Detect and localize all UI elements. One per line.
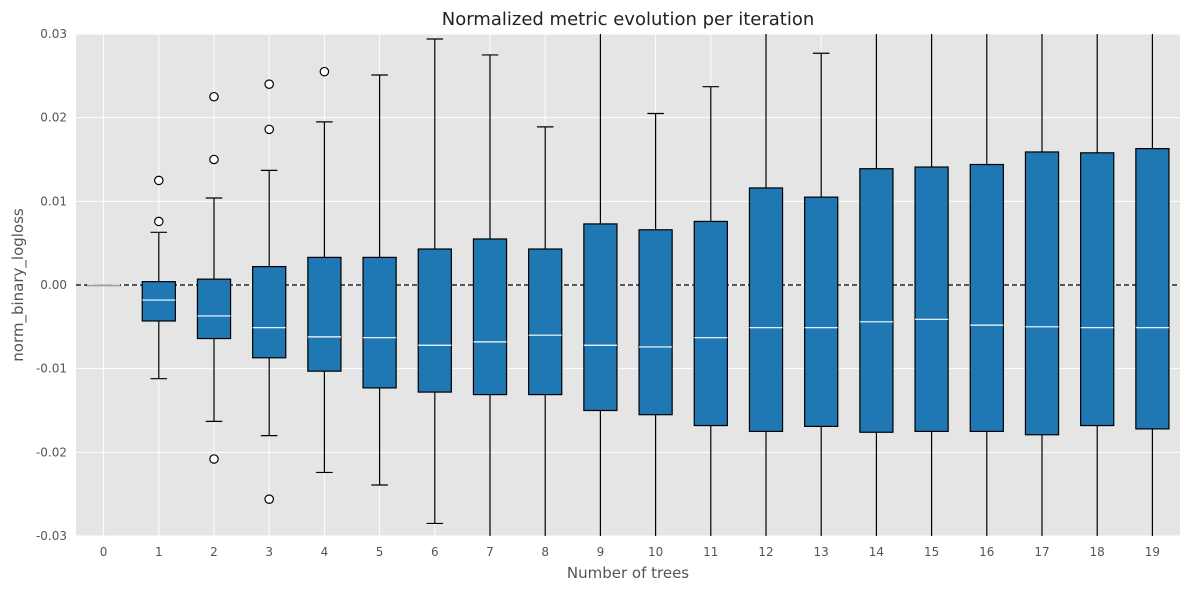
iqr-box: [362, 256, 397, 389]
outlier-point: [209, 91, 219, 102]
y-tick-label: 0.02: [40, 111, 67, 125]
box-6: [417, 38, 452, 525]
iqr-box: [638, 229, 673, 416]
iqr-box: [804, 196, 839, 427]
x-tick-label: 10: [648, 545, 663, 559]
x-tick-label: 19: [1145, 545, 1160, 559]
box-7: [472, 54, 508, 536]
x-tick-label: 11: [703, 545, 718, 559]
iqr-box: [1080, 152, 1115, 427]
outlier-point: [264, 494, 274, 504]
box-2: [196, 91, 232, 464]
iqr-box: [969, 163, 1004, 433]
iqr-box: [914, 166, 949, 433]
iqr-box: [528, 248, 563, 396]
x-tick-label: 0: [100, 545, 108, 559]
iqr-box: [196, 278, 232, 340]
x-tick-label: 7: [486, 545, 494, 559]
y-axis-label: norm_binary_logloss: [9, 208, 28, 362]
outlier-point: [154, 175, 164, 186]
box-10: [638, 112, 673, 536]
y-tick-label: -0.02: [36, 445, 67, 459]
box-4: [307, 66, 342, 474]
x-tick-label: 15: [924, 545, 939, 559]
x-tick-label: 2: [210, 545, 218, 559]
y-tick-label: 0.00: [40, 278, 67, 292]
iqr-box: [307, 256, 342, 372]
y-tick-label: -0.03: [36, 529, 67, 543]
box-19: [1135, 34, 1170, 536]
box-8: [528, 126, 563, 536]
outlier-point: [154, 216, 164, 227]
y-tick-label: 0.03: [40, 27, 67, 41]
x-tick-label: 4: [321, 545, 329, 559]
chart-title: Normalized metric evolution per iteratio…: [442, 9, 815, 30]
iqr-box: [141, 281, 176, 322]
outlier-point: [264, 79, 274, 89]
outlier-point: [209, 454, 219, 464]
x-tick-label: 13: [814, 545, 829, 559]
iqr-box: [1024, 151, 1060, 436]
boxes-group: [86, 34, 1170, 536]
box-1: [141, 175, 176, 380]
iqr-box: [583, 223, 618, 412]
iqr-box: [693, 220, 728, 427]
iqr-box: [252, 265, 287, 359]
box-15: [914, 34, 949, 536]
x-tick-label: 16: [979, 545, 994, 559]
iqr-box: [472, 238, 508, 396]
iqr-box: [748, 187, 784, 433]
x-tick-label: 18: [1090, 545, 1105, 559]
x-tick-labels: 0 1 2 3 4 5 6 7 8 9 10 11 12 13 14 15 16 17 18 19: [100, 545, 1160, 559]
box-9: [583, 34, 618, 536]
x-tick-label: 6: [431, 545, 439, 559]
y-tick-label: 0.01: [40, 194, 67, 208]
box-13: [804, 52, 839, 536]
iqr-box: [417, 248, 452, 393]
y-tick-label: -0.01: [36, 362, 67, 376]
box-3: [252, 79, 287, 504]
x-tick-label: 5: [376, 545, 384, 559]
box-5: [362, 74, 397, 486]
x-axis-label: Number of trees: [567, 564, 689, 582]
x-tick-label: 9: [597, 545, 605, 559]
outlier-point: [264, 124, 274, 135]
box-11: [693, 86, 728, 536]
x-tick-label: 8: [541, 545, 549, 559]
x-tick-label: 14: [869, 545, 884, 559]
box-0: [86, 284, 121, 287]
x-tick-label: 17: [1034, 545, 1049, 559]
outlier-point: [319, 66, 330, 77]
x-tick-label: 3: [265, 545, 273, 559]
box-17: [1024, 34, 1060, 536]
box-14: [859, 34, 894, 536]
x-tick-label: 12: [758, 545, 773, 559]
iqr-box: [859, 168, 894, 433]
box-16: [969, 34, 1004, 536]
y-tick-labels: -0.03 -0.02 -0.01 0.00 0.01 0.02 0.03: [36, 27, 67, 543]
iqr-box: [1135, 148, 1170, 430]
x-tick-label: 1: [155, 545, 163, 559]
box-18: [1080, 34, 1115, 536]
outlier-point: [209, 154, 219, 165]
box-12: [748, 34, 784, 536]
